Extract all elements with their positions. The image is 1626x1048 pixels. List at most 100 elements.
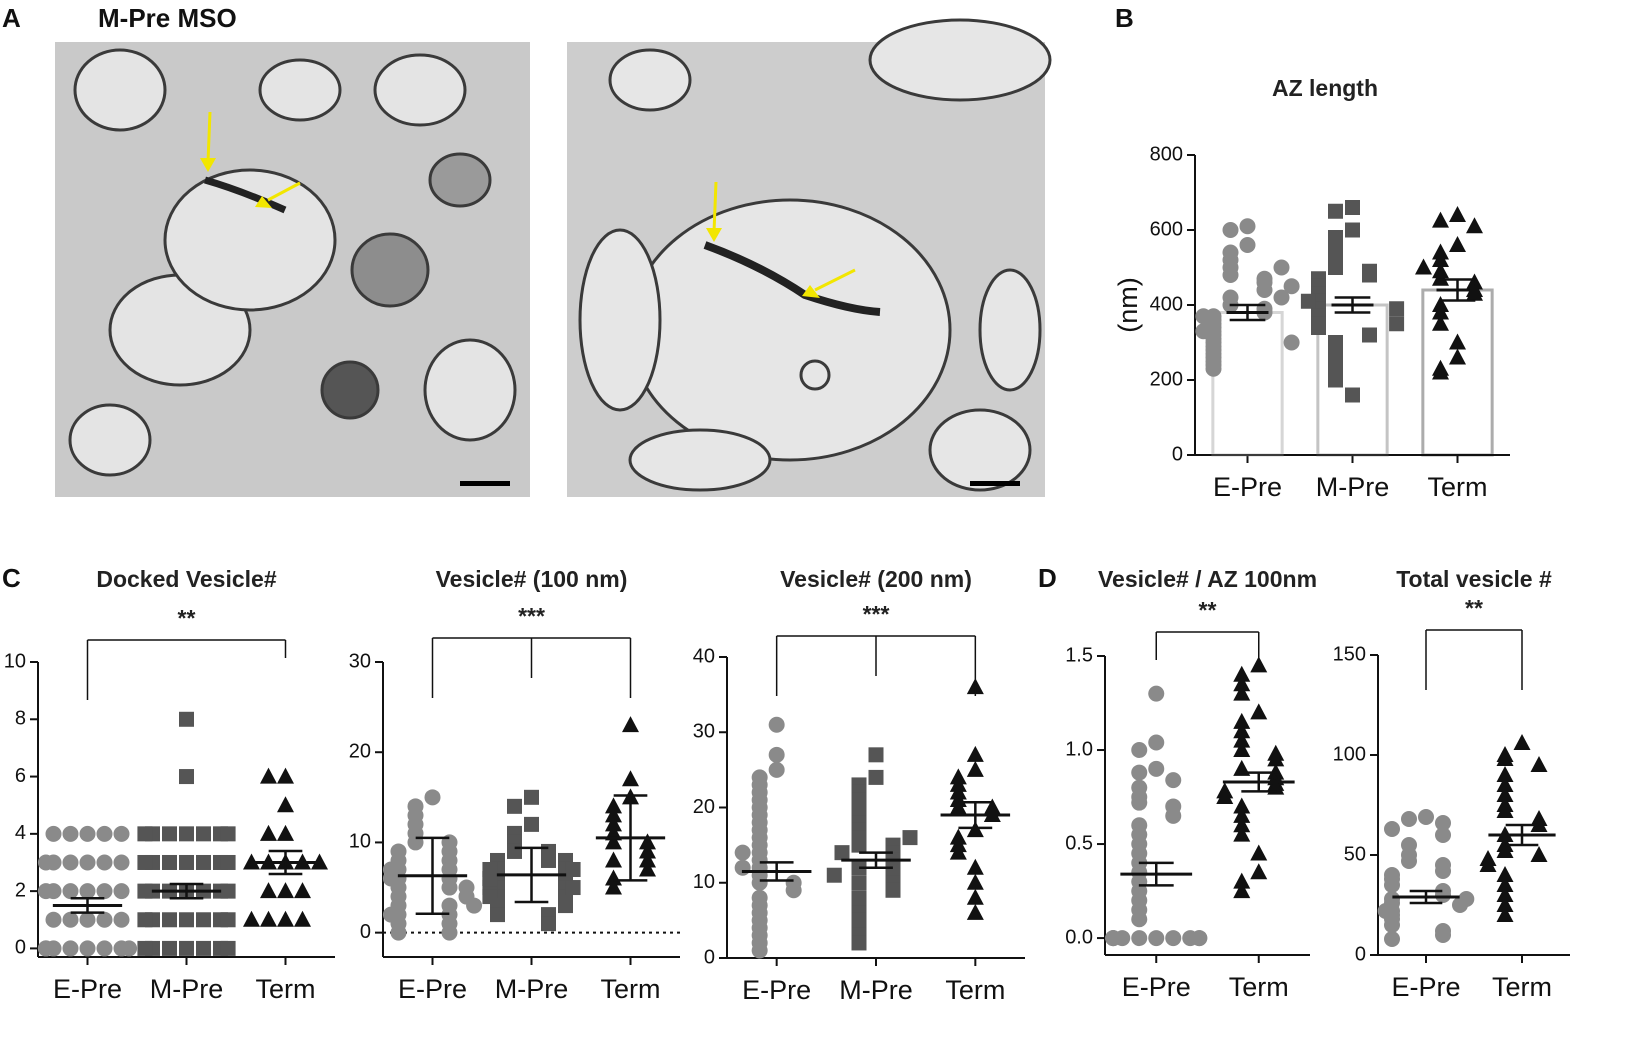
data-point	[868, 747, 884, 763]
error-bar	[268, 849, 303, 876]
x-tick-label: E-Pre	[398, 974, 467, 1004]
data-point	[220, 883, 236, 899]
x-tick-label: E-Pre	[53, 974, 122, 1004]
error-bar	[1439, 278, 1476, 302]
data-point	[1435, 815, 1451, 831]
data-point	[196, 912, 211, 928]
y-tick-label: 0.0	[1065, 926, 1093, 948]
y-tick-label: 1.5	[1065, 644, 1093, 666]
data-point	[137, 940, 153, 956]
data-point	[37, 940, 54, 957]
data-point	[541, 852, 556, 868]
data-point	[1449, 333, 1466, 350]
data-point	[1458, 891, 1475, 907]
panel-label: B	[1115, 3, 1134, 33]
data-point	[260, 910, 277, 927]
data-point	[622, 770, 639, 787]
data-point	[1432, 211, 1449, 228]
data-point	[1496, 802, 1514, 818]
data-point	[62, 883, 79, 900]
data-point	[1479, 856, 1497, 872]
em-image	[55, 42, 530, 497]
y-tick-label: 6	[15, 765, 26, 787]
y-tick-label: 2	[15, 879, 26, 901]
error-bar	[859, 851, 893, 869]
data-point	[113, 854, 130, 871]
data-point	[277, 882, 294, 899]
sig-label: **	[1199, 597, 1217, 623]
data-point	[1415, 258, 1432, 275]
data-point	[1250, 656, 1268, 673]
data-point	[605, 824, 622, 841]
y-tick-label: 200	[1150, 368, 1183, 390]
x-tick-label: Term	[945, 975, 1005, 1005]
data-point	[1328, 372, 1343, 388]
data-point	[966, 745, 984, 762]
y-tick-label: 150	[1333, 643, 1366, 665]
error-bar	[415, 836, 450, 915]
data-point	[137, 912, 153, 928]
data-point	[1389, 316, 1405, 332]
data-point	[1222, 222, 1239, 238]
panel-label: C	[2, 563, 21, 593]
data-point	[1432, 251, 1449, 267]
data-point	[1345, 222, 1360, 238]
error-bar	[1229, 303, 1266, 322]
data-point	[277, 824, 294, 841]
data-point	[605, 806, 622, 823]
data-point	[622, 716, 639, 733]
data-point	[196, 854, 211, 870]
chart-title: Vesicle# / AZ 100nm	[1098, 566, 1317, 592]
y-tick-label: 30	[349, 650, 371, 672]
chart-title: Vesicle# (200 nm)	[780, 566, 972, 592]
data-point	[639, 833, 656, 850]
data-point	[1222, 267, 1239, 283]
error-bar	[1334, 296, 1371, 314]
data-point	[949, 798, 967, 815]
data-point	[1435, 887, 1451, 903]
y-tick-label: 0	[1172, 443, 1183, 465]
data-point	[1496, 886, 1514, 902]
data-point	[121, 940, 138, 957]
y-tick-label: 4	[15, 822, 26, 844]
data-point	[1239, 218, 1256, 235]
y-tick-label: 20	[349, 740, 371, 762]
y-tick-label: 40	[693, 645, 715, 667]
data-point	[441, 879, 458, 896]
data-point	[1513, 734, 1531, 750]
error-bar	[514, 846, 549, 904]
data-point	[834, 845, 850, 861]
x-tick-label: E-Pre	[1391, 972, 1460, 1002]
data-point	[260, 824, 277, 841]
error-bar	[1241, 771, 1277, 793]
y-tick-label: 8	[15, 708, 26, 730]
data-point	[220, 940, 236, 956]
data-point	[605, 833, 622, 850]
data-point	[1131, 911, 1148, 928]
x-tick-label: Term	[1229, 972, 1289, 1002]
data-point	[137, 826, 153, 842]
data-point	[868, 769, 884, 785]
data-point	[1530, 816, 1548, 832]
error-bar	[613, 794, 648, 882]
data-point	[565, 861, 581, 877]
data-point	[966, 821, 984, 838]
data-point	[62, 854, 79, 871]
y-tick-label: 100	[1333, 743, 1366, 765]
data-point	[558, 898, 573, 914]
data-point	[751, 942, 768, 959]
data-point	[902, 830, 918, 846]
data-point	[1496, 842, 1514, 858]
data-point	[37, 883, 54, 900]
data-point	[220, 912, 236, 928]
data-point	[851, 837, 867, 853]
data-point	[1131, 764, 1148, 781]
sig-label: ***	[863, 601, 890, 627]
data-point	[196, 940, 211, 956]
data-point	[1418, 809, 1434, 825]
y-tick-label: 0	[1355, 943, 1366, 965]
data-point	[1283, 334, 1300, 351]
data-point	[37, 854, 54, 871]
x-tick-label: E-Pre	[742, 975, 811, 1005]
chart-title: Docked Vesicle#	[96, 566, 276, 592]
